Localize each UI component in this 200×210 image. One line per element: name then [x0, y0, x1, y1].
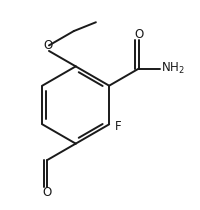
Text: O: O	[43, 39, 52, 52]
Text: F: F	[115, 120, 121, 133]
Text: O: O	[134, 28, 143, 41]
Text: O: O	[42, 186, 52, 199]
Text: NH$_2$: NH$_2$	[161, 61, 185, 76]
